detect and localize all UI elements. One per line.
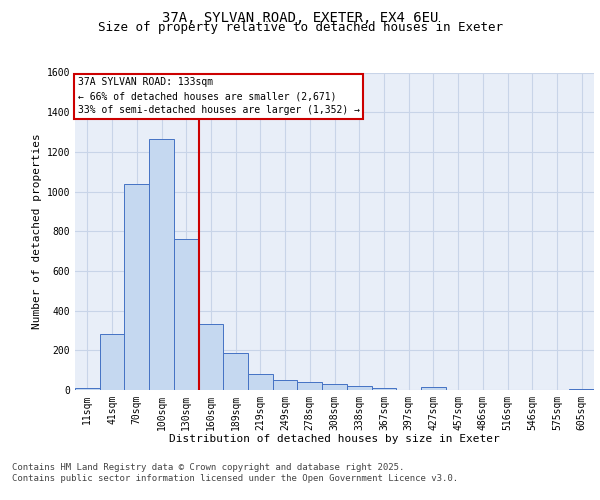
Bar <box>421 387 446 390</box>
Bar <box>75 388 100 390</box>
Bar <box>347 386 371 390</box>
Bar <box>223 354 248 390</box>
Text: Contains HM Land Registry data © Crown copyright and database right 2025.: Contains HM Land Registry data © Crown c… <box>12 462 404 471</box>
Bar <box>199 324 223 390</box>
Bar <box>149 139 174 390</box>
Bar <box>174 239 199 390</box>
Bar <box>322 384 347 390</box>
Bar <box>248 374 273 390</box>
Bar <box>273 380 298 390</box>
Bar <box>298 382 322 390</box>
X-axis label: Distribution of detached houses by size in Exeter: Distribution of detached houses by size … <box>169 434 500 444</box>
Text: 37A, SYLVAN ROAD, EXETER, EX4 6EU: 37A, SYLVAN ROAD, EXETER, EX4 6EU <box>162 11 438 25</box>
Text: Contains public sector information licensed under the Open Government Licence v3: Contains public sector information licen… <box>12 474 458 483</box>
Y-axis label: Number of detached properties: Number of detached properties <box>32 134 43 329</box>
Text: 37A SYLVAN ROAD: 133sqm
← 66% of detached houses are smaller (2,671)
33% of semi: 37A SYLVAN ROAD: 133sqm ← 66% of detache… <box>77 78 359 116</box>
Text: Size of property relative to detached houses in Exeter: Size of property relative to detached ho… <box>97 22 503 35</box>
Bar <box>569 389 594 390</box>
Bar <box>124 184 149 390</box>
Bar <box>100 334 124 390</box>
Bar <box>371 388 396 390</box>
